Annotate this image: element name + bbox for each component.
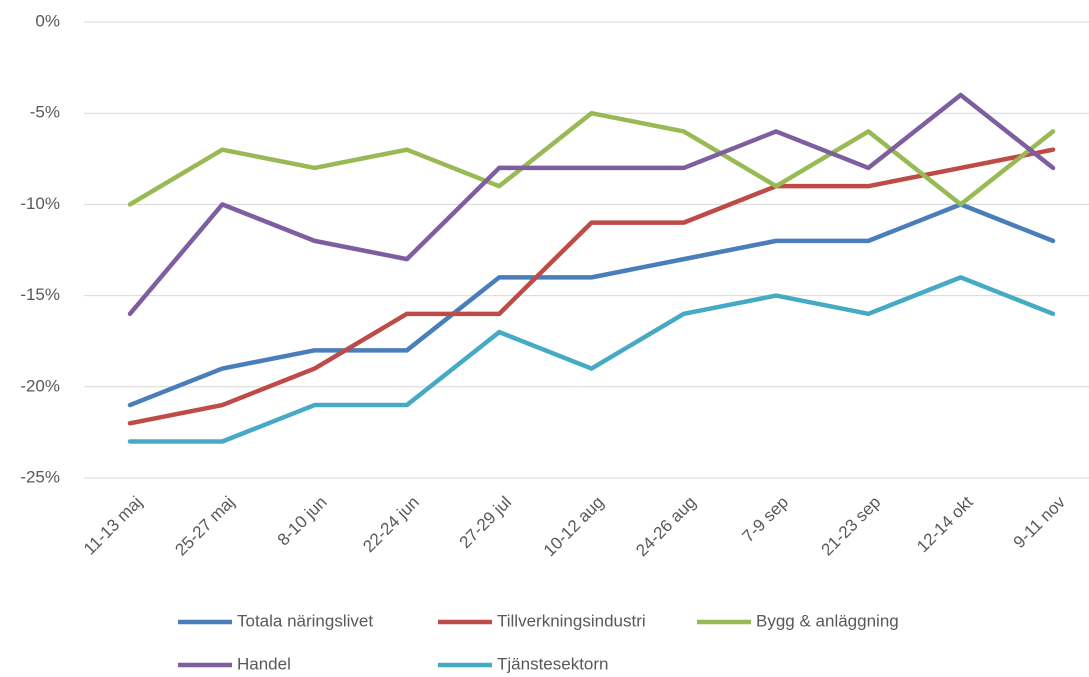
x-tick-label: 21-23 sep — [817, 493, 884, 560]
legend-label: Tillverkningsindustri — [497, 611, 646, 630]
series-line — [127, 147, 1056, 426]
x-tick-label: 27-29 jul — [456, 493, 516, 553]
legend-label: Totala näringslivet — [237, 611, 373, 630]
series-line — [127, 275, 1056, 444]
legend-label: Tjänstesektorn — [497, 654, 609, 673]
y-tick-label: -20% — [20, 376, 60, 395]
x-tick-label: 25-27 maj — [171, 493, 238, 560]
x-tick-label: 7-9 sep — [739, 493, 793, 547]
x-tick-label: 24-26 aug — [632, 493, 700, 561]
series-line — [127, 110, 1056, 207]
y-tick-label: -15% — [20, 285, 60, 304]
x-tick-label: 9-11 nov — [1010, 492, 1070, 552]
legend-label: Handel — [237, 654, 291, 673]
legend-label: Bygg & anläggning — [756, 611, 899, 630]
y-tick-label: -25% — [20, 467, 60, 486]
x-tick-label: 22-24 jun — [359, 493, 423, 557]
y-tick-label: -10% — [20, 194, 60, 213]
y-tick-label: 0% — [35, 11, 60, 30]
y-tick-label: -5% — [30, 103, 60, 122]
x-tick-label: 10-12 aug — [540, 493, 608, 561]
series-line — [127, 92, 1056, 317]
x-tick-label: 11-13 maj — [80, 493, 146, 559]
x-tick-label: 8-10 jun — [274, 493, 331, 550]
series-line — [127, 202, 1056, 408]
x-tick-label: 12-14 okt — [913, 492, 977, 556]
